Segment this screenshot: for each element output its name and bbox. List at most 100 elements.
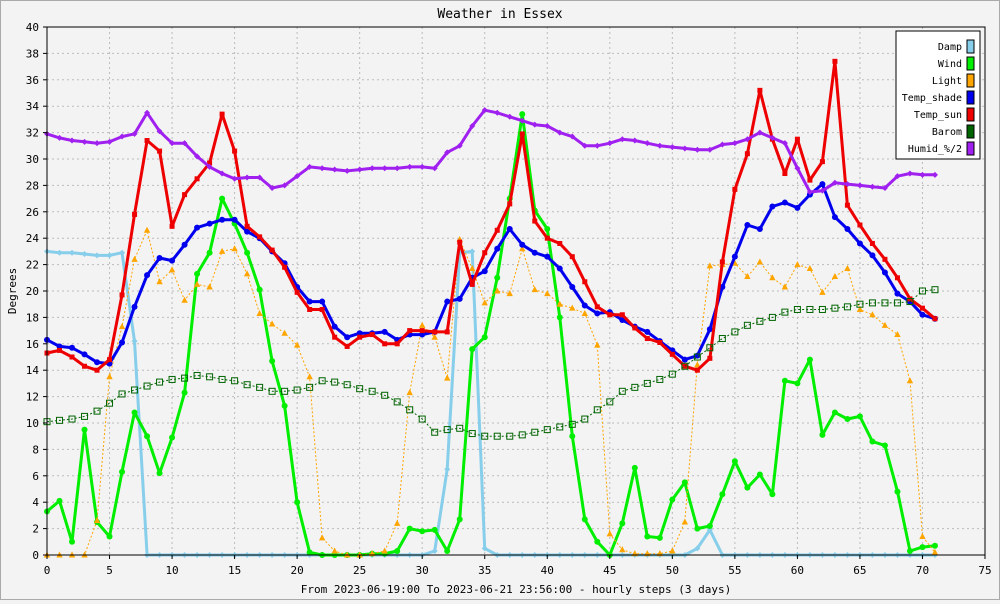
light-point: [519, 245, 526, 252]
temp-sun-point: [369, 332, 375, 338]
light-point: [794, 261, 801, 268]
barom-point: [256, 383, 264, 391]
damp-point: [69, 249, 76, 256]
humid-2-point: [706, 146, 713, 153]
y-tick-label: 10: [26, 417, 39, 430]
series-light: [43, 226, 939, 558]
humid-2-point: [869, 183, 876, 190]
y-tick-label: 26: [26, 206, 39, 219]
temp-shade-point: [519, 241, 526, 248]
barom-point: [68, 415, 76, 423]
humid-2-point: [931, 171, 938, 178]
barom-point: [931, 286, 939, 294]
wind-point: [719, 491, 726, 498]
temp-sun-point: [494, 227, 500, 233]
temp-shade-point: [231, 216, 238, 223]
temp-shade-point: [756, 225, 763, 232]
humid-2-point: [294, 173, 301, 180]
barom-point: [181, 374, 189, 382]
barom-point: [206, 373, 214, 381]
barom-point: [856, 300, 864, 308]
barom-point: [681, 362, 689, 370]
wind-point: [806, 356, 813, 363]
temp-sun-point: [332, 334, 338, 340]
x-tick-label: 60: [791, 564, 804, 577]
wind-point: [769, 491, 776, 498]
light-point: [506, 290, 513, 297]
legend-label: Temp_sun: [914, 110, 962, 121]
humid-2-point: [606, 140, 613, 147]
wind-point: [669, 496, 676, 503]
barom-point: [731, 328, 739, 336]
barom-point: [506, 432, 514, 440]
light-point: [331, 547, 338, 554]
light-point: [243, 270, 251, 277]
temp-sun-point: [219, 111, 225, 117]
wind-point: [619, 520, 626, 527]
temp-shade-point: [206, 220, 213, 227]
light-point: [193, 280, 201, 287]
wind-point: [644, 533, 651, 540]
x-tick-label: 25: [353, 564, 366, 577]
legend-swatch: [966, 39, 975, 54]
wind-point: [194, 270, 201, 277]
temp-sun-point: [132, 211, 138, 217]
humid-2-point: [906, 170, 913, 177]
temp-sun-point: [594, 304, 600, 310]
wind-point: [681, 479, 688, 486]
humid-2-point: [356, 166, 363, 173]
light-point: [419, 321, 426, 328]
temp-shade-point: [456, 295, 463, 302]
humid-2-point: [794, 165, 801, 172]
x-tick-label: 30: [416, 564, 429, 577]
barom-point: [431, 428, 439, 436]
temp-sun-point: [657, 339, 663, 345]
barom-point: [868, 299, 876, 307]
wind-point: [431, 526, 438, 533]
legend-item-damp: Damp: [938, 39, 975, 54]
temp-shade-point: [156, 255, 163, 261]
temp-sun-point: [432, 329, 438, 335]
series-barom: [43, 286, 939, 440]
light-point: [131, 255, 138, 262]
light-point: [831, 272, 839, 279]
x-tick-label: 70: [916, 564, 929, 577]
barom-point: [631, 383, 639, 391]
barom-point: [393, 398, 401, 406]
legend-item-light: Light: [932, 73, 975, 88]
wind-point: [931, 542, 938, 549]
humid-2-point: [856, 182, 863, 189]
light-point: [231, 245, 238, 252]
humid-2-point: [681, 145, 688, 152]
legend-item-temp-shade: Temp_shade: [902, 90, 975, 105]
wind-point: [206, 249, 213, 256]
wind-point: [119, 468, 126, 475]
wind-point: [894, 488, 901, 495]
temp-sun-point: [207, 160, 213, 166]
temp-sun-point: [894, 275, 900, 281]
barom-point: [581, 415, 589, 423]
light-point: [494, 287, 501, 294]
barom-point: [706, 344, 714, 352]
damp-point: [106, 252, 113, 259]
legend-label: Wind: [938, 59, 962, 70]
barom-point: [718, 335, 726, 343]
y-tick-label: 20: [26, 285, 39, 298]
wind-point: [694, 525, 701, 532]
light-point: [218, 247, 226, 254]
x-tick-label: 20: [291, 564, 304, 577]
wind-point: [794, 380, 801, 387]
temp-sun-point: [482, 250, 488, 256]
temp-shade-point: [144, 272, 151, 279]
barom-point: [306, 383, 314, 391]
temp-sun-point: [832, 58, 838, 64]
humid-2-point: [169, 140, 176, 147]
light-point: [306, 373, 313, 380]
damp-point: [81, 251, 88, 258]
temp-sun-point: [269, 247, 275, 253]
temp-sun-point: [169, 223, 175, 229]
wind-point: [394, 548, 401, 555]
barom-point: [81, 412, 89, 420]
humid-2-point: [581, 142, 588, 149]
temp-shade-point: [81, 351, 88, 358]
